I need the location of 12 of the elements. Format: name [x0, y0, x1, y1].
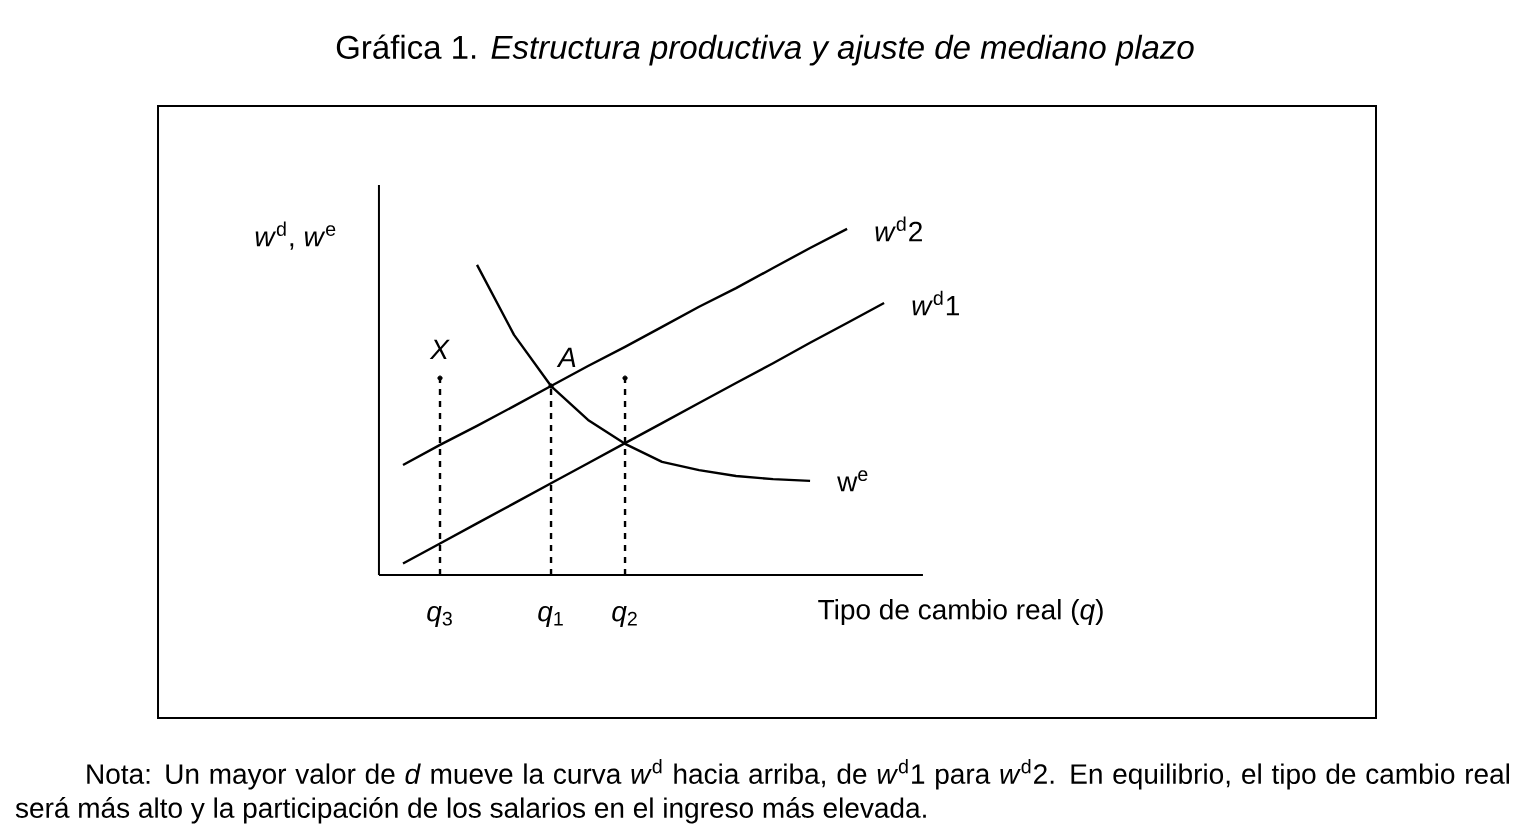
x-axis-title: Tipo de cambio real (q): [818, 598, 1103, 626]
x-tick-label: q$_{1}$: [538, 606, 563, 627]
series-label: w$^{d}$2: [875, 216, 922, 242]
series-label: w$^{e}$: [837, 470, 868, 492]
x-tick-label: q$_{3}$: [427, 606, 452, 627]
annotation: A: [556, 347, 576, 367]
x-tick-label: q$_{2}$: [612, 606, 637, 627]
annotation: X: [429, 339, 450, 360]
chart-title: Gráfica 1. Estructura productiva y ajuste de mediano plazo: [336, 34, 1194, 66]
y-axis-title: w$^{d}$, w$^{e}$: [255, 221, 336, 250]
text: Nota: Un mayor valor de d mueve la curva w$^{d}$ hacia arriba, de w$^{d}$1 para w$^{d}$2. En equilibrio, el tipo de cambio real será más alto y la participación de los salarios en el ingreso más elevada.: [15, 759, 1510, 824]
series-label: w$^{d}$1: [912, 290, 959, 316]
